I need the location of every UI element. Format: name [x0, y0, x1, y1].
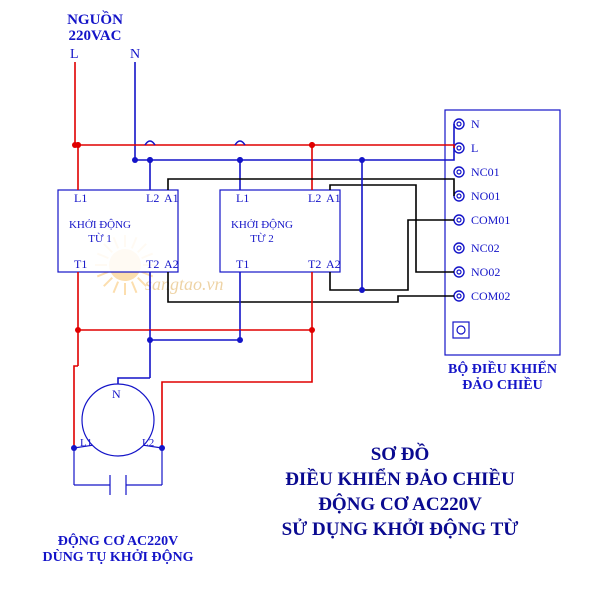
svg-text:L2: L2 — [308, 191, 321, 205]
svg-text:A1: A1 — [164, 191, 179, 205]
svg-text:N: N — [130, 47, 140, 62]
svg-text:COM02: COM02 — [471, 289, 510, 303]
svg-text:NO02: NO02 — [471, 265, 500, 279]
svg-text:SƠ ĐỒ: SƠ ĐỒ — [371, 443, 430, 465]
svg-text:SỬ DỤNG KHỞI ĐỘNG TỪ: SỬ DỤNG KHỞI ĐỘNG TỪ — [282, 518, 519, 540]
svg-text:TỪ 1: TỪ 1 — [88, 233, 112, 245]
svg-text:L: L — [471, 141, 478, 155]
svg-text:sangtao.vn: sangtao.vn — [145, 274, 224, 294]
svg-text:ĐỘNG CƠ AC220V: ĐỘNG CƠ AC220V — [58, 532, 179, 549]
svg-text:NGUỒN: NGUỒN — [67, 10, 123, 28]
svg-text:T1: T1 — [74, 257, 87, 271]
svg-text:T2: T2 — [308, 257, 321, 271]
svg-text:COM01: COM01 — [471, 213, 510, 227]
svg-text:T2: T2 — [146, 257, 159, 271]
svg-text:BỘ ĐIỀU KHIỂN: BỘ ĐIỀU KHIỂN — [448, 359, 557, 377]
svg-text:KHỞI ĐỘNG: KHỞI ĐỘNG — [69, 219, 131, 231]
svg-text:KHỞI ĐỘNG: KHỞI ĐỘNG — [231, 219, 293, 231]
svg-text:NO01: NO01 — [471, 189, 500, 203]
svg-text:N: N — [112, 387, 121, 401]
svg-text:N: N — [471, 117, 480, 131]
svg-text:A2: A2 — [326, 257, 341, 271]
svg-text:NC01: NC01 — [471, 165, 500, 179]
svg-text:220VAC: 220VAC — [68, 28, 121, 44]
svg-text:L1: L1 — [236, 191, 249, 205]
svg-text:NC02: NC02 — [471, 241, 500, 255]
svg-text:L2: L2 — [142, 437, 154, 449]
svg-text:L1: L1 — [74, 191, 87, 205]
svg-text:L2: L2 — [146, 191, 159, 205]
svg-text:ĐIỀU KHIỂN ĐẢO CHIỀU: ĐIỀU KHIỂN ĐẢO CHIỀU — [285, 468, 515, 490]
svg-text:DÙNG TỤ KHỞI ĐỘNG: DÙNG TỤ KHỞI ĐỘNG — [42, 548, 193, 565]
svg-text:A2: A2 — [164, 257, 179, 271]
svg-text:L: L — [70, 47, 79, 62]
svg-text:ĐẢO CHIỀU: ĐẢO CHIỀU — [462, 376, 543, 393]
svg-text:T1: T1 — [236, 257, 249, 271]
svg-text:TỪ 2: TỪ 2 — [250, 233, 274, 245]
svg-text:A1: A1 — [326, 191, 341, 205]
svg-text:ĐỘNG CƠ AC220V: ĐỘNG CƠ AC220V — [318, 493, 482, 515]
